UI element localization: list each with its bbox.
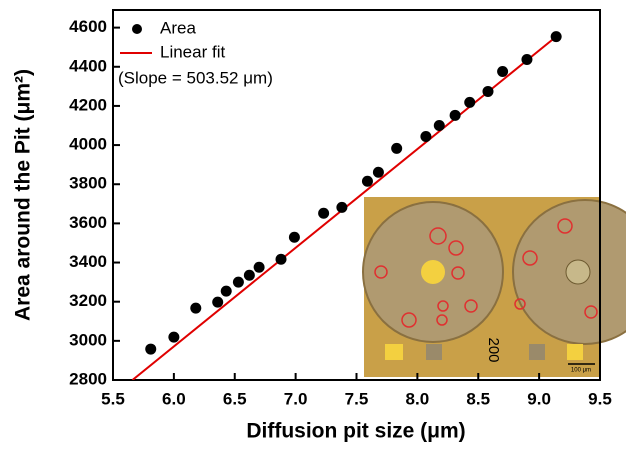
x-tick-label: 7.5 [345,389,369,408]
x-tick-label: 5.5 [101,389,125,408]
y-tick-label: 3600 [69,213,107,232]
inset-label: 200 [485,337,502,362]
data-point [464,97,475,108]
y-tick-label: 3200 [69,291,107,310]
data-point [221,286,232,297]
data-point [551,31,562,42]
data-point [318,208,329,219]
y-tick-label: 4400 [69,56,107,75]
x-tick-label: 7.0 [284,389,308,408]
y-tick-label: 3400 [69,252,107,271]
data-point [521,54,532,65]
y-tick-label: 4600 [69,17,107,36]
data-point [362,176,373,187]
data-point [233,277,244,288]
legend-marker [132,24,142,34]
y-tick-label: 2800 [69,369,107,388]
annotation: (Slope = 503.52 μm) [118,68,273,87]
inset-photo: 200 100 μm [363,197,626,377]
data-point [190,303,201,314]
data-point [434,120,445,131]
data-point [482,86,493,97]
data-point [276,254,287,265]
data-point [289,232,300,243]
x-tick-label: 9.0 [527,389,551,408]
scale-bar-label: 100 μm [571,368,591,374]
x-tick-label: 8.0 [406,389,430,408]
data-point [212,297,223,308]
legend-label: Area [160,18,196,37]
data-point [336,202,347,213]
x-axis-title: Diffusion pit size (μm) [246,420,465,443]
legend-label: Linear fit [160,42,225,61]
x-tick-label: 6.0 [162,389,186,408]
data-point [168,332,179,343]
chart: 200 100 μm Diffusion pit size (μm) Area … [0,0,626,446]
data-point [420,131,431,142]
x-tick-label: 6.5 [223,389,247,408]
y-tick-label: 3800 [69,174,107,193]
y-tick-label: 3000 [69,330,107,349]
x-tick-label: 8.5 [466,389,490,408]
y-tick-label: 4200 [69,95,107,114]
data-point [391,143,402,154]
data-point [254,262,265,273]
x-tick-label: 9.5 [588,389,612,408]
data-point [244,270,255,281]
data-point [450,110,461,121]
y-tick-label: 4000 [69,135,107,154]
data-point [497,66,508,77]
data-point [373,167,384,178]
y-axis-title: Area around the Pit (μm²) [12,69,35,321]
data-point [145,344,156,355]
